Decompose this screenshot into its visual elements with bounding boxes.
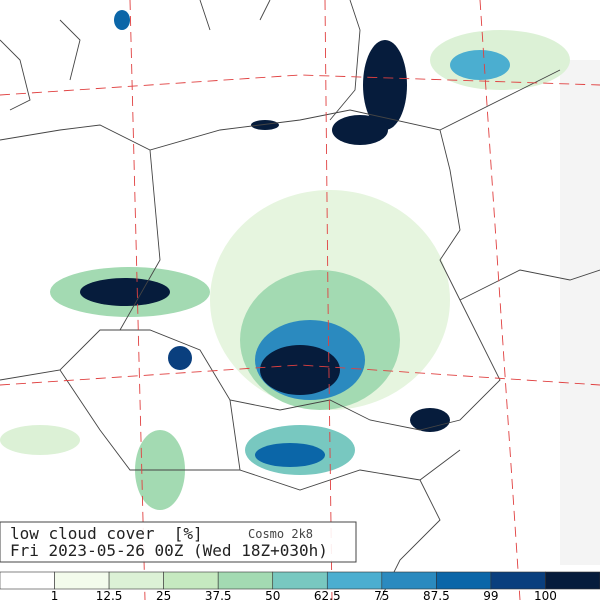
label-box: [0, 521, 357, 563]
colorbar-tick-label: 87.5: [423, 589, 450, 600]
colorbar-box: [0, 571, 55, 590]
outside-domain: [560, 60, 600, 565]
timestamp: Fri 2023-05-26 00Z (Wed 18Z+030h): [10, 541, 328, 560]
colorbar-box: [326, 571, 383, 590]
colorbar-tick-label: 37.5: [205, 589, 232, 600]
colorbar-tick-label: 12.5: [96, 589, 123, 600]
colorbar-box: [381, 571, 437, 590]
model-name: Cosmo 2k8: [248, 527, 313, 541]
colorbar-tick-label: 62.5: [314, 589, 341, 600]
colorbar-box: [163, 571, 219, 590]
colorbar-tick-label: 50: [265, 589, 280, 600]
colorbar: 1 12.5 25 37.5 50 62.5 75 87.5 99 100: [0, 571, 600, 600]
colorbar-tick-label: 25: [156, 589, 171, 600]
colorbar-box: [490, 571, 546, 590]
colorbar-tick-label: 100: [534, 589, 557, 600]
colorbar-box: [272, 571, 328, 590]
colorbar-box: [108, 571, 164, 590]
colorbar-box: [54, 571, 110, 590]
colorbar-box: [545, 571, 600, 590]
colorbar-tick-label: 75: [374, 589, 389, 600]
clouds: [0, 10, 570, 510]
colorbar-box: [436, 571, 492, 590]
colorbar-tick-label: 99: [483, 589, 498, 600]
field-title: low cloud cover [%]: [10, 524, 203, 543]
colorbar-box: [217, 571, 274, 590]
colorbar-tick-label: 1: [51, 589, 59, 600]
